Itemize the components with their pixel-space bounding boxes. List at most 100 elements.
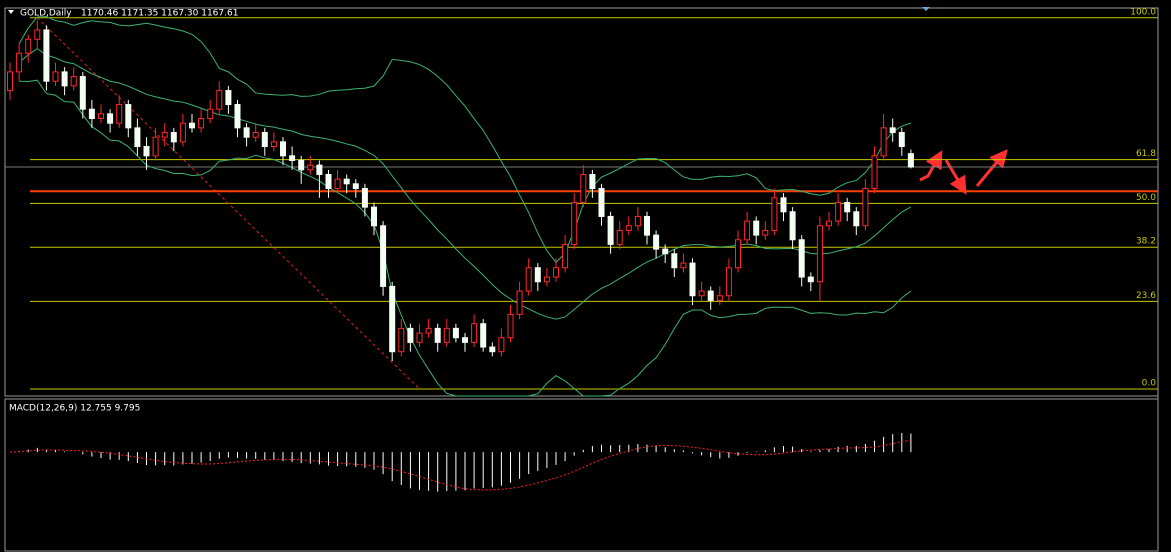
candle-body: [471, 323, 478, 343]
candle-body: [716, 295, 723, 301]
candle-body: [780, 197, 787, 213]
candle-body: [489, 346, 496, 353]
candle-body: [52, 71, 59, 82]
candle-body: [798, 239, 805, 278]
candle-body: [534, 267, 541, 283]
candle-body: [152, 136, 159, 157]
candle-body: [634, 215, 641, 227]
macd-title: MACD(12,26,9) 12.755 9.795: [9, 404, 140, 414]
fib-label: 100.0: [1130, 7, 1156, 17]
candle-body: [452, 327, 459, 339]
candle-body: [334, 178, 341, 189]
candle-body: [270, 141, 277, 148]
candle-body: [607, 215, 614, 245]
band-lower: [19, 79, 912, 397]
candle-body: [207, 108, 214, 120]
candle-body: [107, 113, 114, 124]
candle-body: [298, 159, 305, 171]
candle-body: [725, 267, 732, 297]
candle-body: [480, 323, 487, 348]
candle-body: [70, 76, 77, 87]
forecast-arrows: [919, 149, 1008, 195]
fib-trendline: [36, 17, 420, 390]
candle-body: [598, 187, 605, 217]
candle-body: [862, 187, 869, 227]
shift-marker: [922, 7, 930, 11]
candle-body: [898, 132, 905, 148]
candle-body: [280, 141, 286, 157]
candle-body: [644, 215, 650, 236]
candle-body: [371, 206, 377, 227]
candle-body: [161, 132, 168, 138]
candle-body: [234, 104, 241, 129]
candle-body: [170, 132, 177, 143]
candle-body: [880, 127, 887, 157]
ohlc: 1170.46 1171.35 1167.30 1167.61: [81, 9, 238, 19]
candle-body: [616, 229, 623, 245]
candle-body: [252, 132, 259, 138]
candle-body: [698, 290, 705, 297]
candle-body: [225, 90, 232, 106]
fib-label: 23.6: [1136, 291, 1156, 301]
candle-body: [443, 327, 450, 343]
symbol: GOLD,Daily: [20, 9, 72, 19]
candle-body: [580, 173, 587, 203]
candle-body: [43, 29, 50, 82]
candle-body: [543, 276, 550, 283]
fib-label: 38.2: [1136, 237, 1156, 247]
candle-body: [625, 225, 632, 231]
candle-body: [762, 229, 769, 236]
candle-body: [416, 332, 423, 343]
candle-body: [398, 327, 405, 353]
candle-body: [352, 183, 359, 189]
candle-body: [507, 313, 514, 339]
candle-body: [316, 164, 323, 175]
candle-body: [771, 197, 778, 231]
candle-body: [826, 220, 832, 227]
candle-body: [189, 122, 195, 129]
candle-body: [407, 327, 414, 343]
candle-body: [671, 253, 678, 269]
candle-body: [844, 201, 851, 213]
candle-body: [653, 234, 660, 250]
candle-body: [307, 164, 314, 171]
candle-body: [553, 267, 559, 278]
candle-body: [216, 90, 223, 110]
candle-body: [34, 29, 41, 40]
candle-body: [744, 220, 751, 241]
fib-label: 61.8: [1136, 149, 1156, 159]
candle-body: [889, 127, 896, 134]
candle-body: [325, 173, 332, 189]
candle-body: [462, 337, 468, 343]
candle-body: [907, 153, 914, 168]
band-middle: [18, 47, 912, 320]
candle-body: [98, 113, 104, 120]
menu-icon[interactable]: [8, 10, 14, 14]
candle-body: [389, 285, 396, 353]
candle-body: [662, 248, 669, 255]
candle-body: [789, 211, 796, 241]
candle-body: [425, 327, 432, 334]
candle-body: [525, 267, 532, 292]
fib-label: 50.0: [1136, 193, 1156, 203]
candle-body: [343, 178, 350, 185]
candle-body: [735, 239, 741, 269]
candle-body: [7, 71, 13, 92]
candle-body: [125, 104, 132, 129]
candle-body: [753, 220, 760, 236]
candle-body: [116, 104, 123, 124]
candle-body: [816, 225, 823, 283]
candle-body: [16, 52, 23, 73]
candle-body: [434, 327, 441, 343]
candle-body: [25, 38, 32, 54]
candle-body: [871, 155, 878, 189]
fib-label: 0.0: [1142, 379, 1157, 389]
candle-body: [689, 262, 696, 297]
candle-body: [562, 243, 569, 269]
candle-body: [179, 122, 186, 143]
candle-body: [61, 71, 68, 87]
candle-body: [88, 108, 95, 120]
